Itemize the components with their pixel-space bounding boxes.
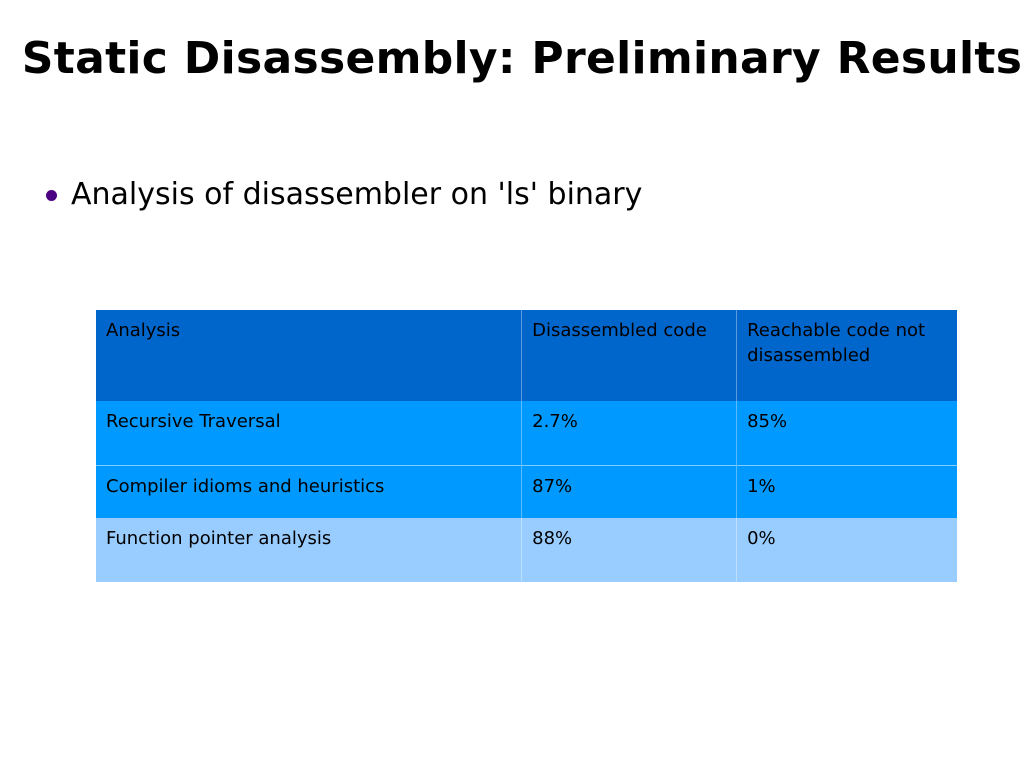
header-cell-analysis: Analysis bbox=[96, 310, 523, 401]
table-row: Compiler idioms and heuristics 87% 1% bbox=[96, 465, 957, 518]
table-cell-not-disassembled: 1% bbox=[736, 465, 957, 518]
table-row: Recursive Traversal 2.7% 85% bbox=[96, 401, 957, 466]
slide-title: Static Disassembly: Preliminary Results bbox=[21, 33, 1023, 84]
table-cell-analysis: Compiler idioms and heuristics bbox=[96, 465, 523, 518]
table-cell-analysis: Function pointer analysis bbox=[96, 518, 523, 582]
header-cell-reachable-not-disassembled: Reachable code not disassembled bbox=[736, 310, 957, 401]
table-cell-disassembled: 88% bbox=[521, 518, 738, 582]
table-header-row: Analysis Disassembled code Reachable cod… bbox=[96, 310, 957, 401]
table-cell-analysis: Recursive Traversal bbox=[96, 401, 523, 466]
bullet-item: Analysis of disassembler on 'ls' binary bbox=[46, 174, 642, 214]
table-cell-disassembled: 87% bbox=[521, 465, 738, 518]
table-row: Function pointer analysis 88% 0% bbox=[96, 518, 957, 582]
header-cell-disassembled-code: Disassembled code bbox=[521, 310, 738, 401]
table-cell-not-disassembled: 0% bbox=[736, 518, 957, 582]
bullet-text: Analysis of disassembler on 'ls' binary bbox=[71, 176, 643, 212]
table-cell-disassembled: 2.7% bbox=[521, 401, 738, 466]
results-table: Analysis Disassembled code Reachable cod… bbox=[96, 310, 957, 582]
table-cell-not-disassembled: 85% bbox=[736, 401, 957, 466]
bullet-dot-icon bbox=[46, 189, 57, 201]
